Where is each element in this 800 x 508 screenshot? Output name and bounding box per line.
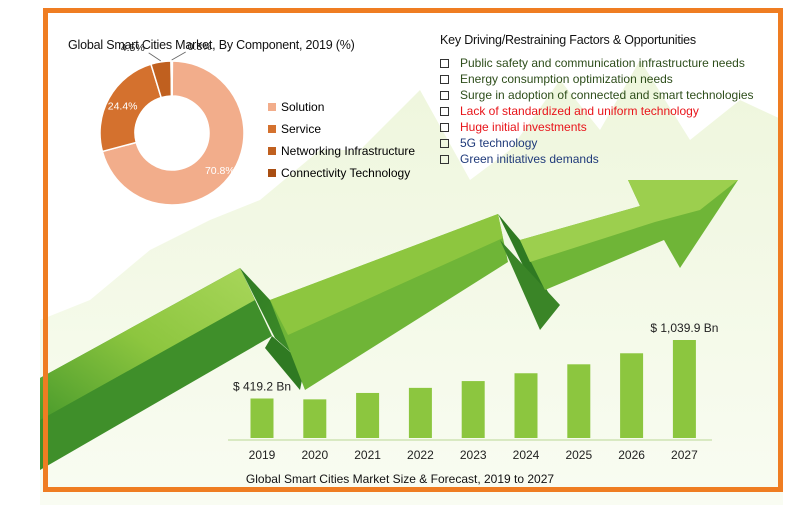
x-tick-label: 2027 <box>671 448 698 462</box>
bar-value-label: $ 1,039.9 Bn <box>650 321 718 335</box>
x-tick-label: 2026 <box>618 448 645 462</box>
factor-text: Green initiatives demands <box>460 152 599 166</box>
factor-item: Surge in adoption of connected and smart… <box>440 87 754 103</box>
legend-item-connectivity-technology: Connectivity Technology <box>268 162 415 184</box>
x-tick-label: 2025 <box>565 448 592 462</box>
bar-value-label: $ 419.2 Bn <box>233 379 291 393</box>
component-donut-chart: 70.8% 24.4% 4.5% 0.3% <box>99 41 245 206</box>
x-tick-label: 2020 <box>301 448 328 462</box>
bar-2026 <box>620 353 644 438</box>
legend-label-solution: Solution <box>281 100 325 114</box>
checkbox-icon <box>440 74 449 84</box>
factor-text: Public safety and communication infrastr… <box>460 56 745 70</box>
bar-2023 <box>461 381 485 438</box>
bar-2021 <box>356 392 380 438</box>
bar-chart-title: Global Smart Cities Market Size & Foreca… <box>245 472 555 486</box>
factor-item: Lack of standardized and uniform technol… <box>440 103 754 119</box>
bar-2019 <box>250 398 274 438</box>
bar-2025 <box>567 364 591 438</box>
legend-swatch-connectivity-technology <box>268 169 276 177</box>
checkbox-icon <box>440 58 449 68</box>
factor-item: Public safety and communication infrastr… <box>440 55 754 71</box>
factor-item: Energy consumption optimization needs <box>440 71 754 87</box>
pie-leader-line <box>148 52 161 62</box>
legend-label-service: Service <box>281 122 322 136</box>
factor-item: Green initiatives demands <box>440 151 754 167</box>
pie-slice-connectivity-technology <box>170 60 174 97</box>
legend-swatch-networking-infrastructure <box>268 147 276 155</box>
legend-item-networking-infrastructure: Networking Infrastructure <box>268 140 415 162</box>
bar-2022 <box>408 387 432 438</box>
factors-list: Public safety and communication infrastr… <box>440 55 754 167</box>
x-tick-label: 2019 <box>249 448 276 462</box>
checkbox-icon <box>440 138 449 148</box>
pie-slice-solution <box>101 60 245 206</box>
checkbox-icon <box>440 106 449 116</box>
legend-item-service: Service <box>268 118 415 140</box>
bar-2024 <box>514 373 538 438</box>
pie-chart-title: Global Smart Cities Market, By Component… <box>68 38 355 52</box>
checkbox-icon <box>440 154 449 164</box>
market-size-bar-chart: 2019 $ 419.2 Bn 2020 2021 2022 2023 2024 2025 20… <box>233 321 718 462</box>
legend-item-solution: Solution <box>268 96 415 118</box>
factor-text: Huge initial investments <box>460 120 587 134</box>
x-tick-label: 2024 <box>513 448 540 462</box>
bar-2020 <box>303 399 327 438</box>
legend-swatch-service <box>268 125 276 133</box>
pie-value-label: 70.8% <box>205 165 235 177</box>
checkbox-icon <box>440 122 449 132</box>
factor-text: Surge in adoption of connected and smart… <box>460 88 754 102</box>
factor-item: 5G technology <box>440 135 754 151</box>
factor-item: Huge initial investments <box>440 119 754 135</box>
x-tick-label: 2023 <box>460 448 487 462</box>
bar-2027 <box>672 340 696 438</box>
factor-text: Lack of standardized and uniform technol… <box>460 104 699 118</box>
pie-value-label: 0.3% <box>188 41 212 53</box>
factor-text: Energy consumption optimization needs <box>460 72 673 86</box>
legend-swatch-solution <box>268 103 276 111</box>
pie-leader-line <box>171 51 186 61</box>
factors-title: Key Driving/Restraining Factors & Opport… <box>440 33 696 47</box>
pie-legend: Solution Service Networking Infrastructu… <box>268 96 415 184</box>
factor-text: 5G technology <box>460 136 538 150</box>
legend-label-connectivity-technology: Connectivity Technology <box>281 166 411 180</box>
growth-arrow <box>40 180 738 470</box>
x-tick-label: 2022 <box>407 448 434 462</box>
pie-value-label: 24.4% <box>108 101 138 113</box>
legend-label-networking-infrastructure: Networking Infrastructure <box>281 144 416 158</box>
checkbox-icon <box>440 90 449 100</box>
pie-value-label: 4.5% <box>121 42 145 54</box>
x-tick-label: 2021 <box>354 448 381 462</box>
